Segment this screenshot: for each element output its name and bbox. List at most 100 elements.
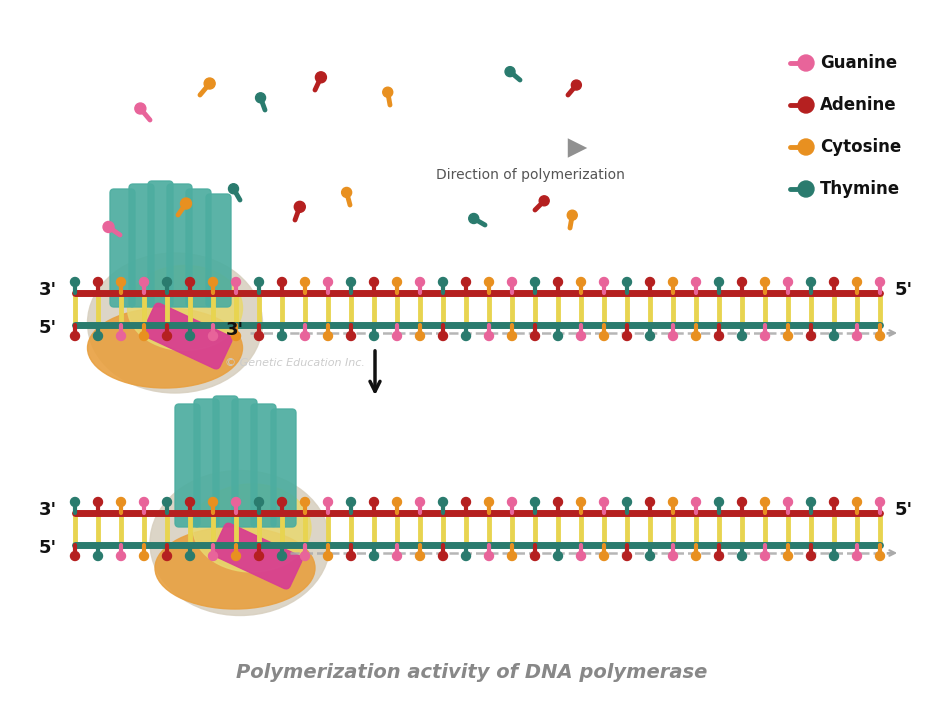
Circle shape — [598, 277, 608, 287]
Circle shape — [278, 498, 286, 506]
Circle shape — [300, 332, 310, 341]
Circle shape — [797, 55, 813, 71]
Circle shape — [829, 332, 837, 341]
Circle shape — [714, 277, 723, 287]
Circle shape — [530, 551, 539, 560]
Text: Cytosine: Cytosine — [819, 138, 901, 156]
Circle shape — [392, 277, 401, 287]
Circle shape — [346, 551, 355, 560]
Circle shape — [71, 332, 79, 341]
Circle shape — [736, 332, 746, 341]
FancyBboxPatch shape — [232, 399, 257, 527]
Circle shape — [135, 103, 145, 114]
Circle shape — [874, 277, 884, 287]
Circle shape — [162, 551, 171, 560]
Circle shape — [566, 210, 577, 220]
Circle shape — [484, 277, 493, 287]
Circle shape — [438, 332, 447, 341]
Circle shape — [209, 551, 217, 560]
FancyBboxPatch shape — [186, 189, 211, 307]
Circle shape — [346, 277, 355, 287]
Circle shape — [254, 498, 263, 506]
Circle shape — [667, 332, 677, 341]
Circle shape — [714, 498, 723, 506]
Circle shape — [622, 277, 631, 287]
Text: Polymerization activity of DNA polymerase: Polymerization activity of DNA polymeras… — [236, 664, 707, 682]
Circle shape — [571, 80, 581, 90]
Circle shape — [300, 498, 310, 506]
Circle shape — [315, 72, 326, 83]
FancyBboxPatch shape — [212, 396, 238, 527]
Circle shape — [576, 332, 585, 341]
Circle shape — [392, 498, 401, 506]
Circle shape — [805, 498, 815, 506]
Text: 3': 3' — [39, 501, 57, 519]
FancyBboxPatch shape — [175, 404, 200, 527]
Circle shape — [369, 277, 379, 287]
Circle shape — [71, 498, 79, 506]
Circle shape — [116, 332, 126, 341]
Circle shape — [185, 332, 194, 341]
Circle shape — [231, 332, 240, 341]
Circle shape — [162, 277, 171, 287]
Text: Guanine: Guanine — [819, 54, 896, 72]
FancyBboxPatch shape — [271, 409, 295, 527]
FancyBboxPatch shape — [110, 189, 135, 307]
Circle shape — [539, 196, 548, 206]
Circle shape — [185, 498, 194, 506]
Circle shape — [760, 277, 768, 287]
Circle shape — [116, 551, 126, 560]
Circle shape — [645, 551, 654, 560]
Ellipse shape — [88, 253, 262, 393]
Circle shape — [667, 498, 677, 506]
Circle shape — [415, 277, 424, 287]
Circle shape — [392, 332, 401, 341]
Circle shape — [874, 332, 884, 341]
Circle shape — [140, 332, 148, 341]
Circle shape — [140, 277, 148, 287]
Circle shape — [93, 332, 102, 341]
Circle shape — [342, 188, 351, 198]
Text: 5': 5' — [894, 281, 912, 299]
Ellipse shape — [88, 308, 243, 388]
Text: © Genetic Education Inc.: © Genetic Education Inc. — [225, 358, 364, 368]
Circle shape — [805, 277, 815, 287]
Circle shape — [797, 181, 813, 197]
Circle shape — [346, 332, 355, 341]
Circle shape — [691, 277, 700, 287]
Circle shape — [116, 498, 126, 506]
Circle shape — [622, 332, 631, 341]
Circle shape — [507, 498, 516, 506]
Text: Direction of polymerization: Direction of polymerization — [435, 168, 624, 182]
Circle shape — [209, 332, 217, 341]
Circle shape — [645, 332, 654, 341]
Circle shape — [93, 498, 102, 506]
Circle shape — [598, 498, 608, 506]
Circle shape — [346, 498, 355, 506]
Circle shape — [415, 498, 424, 506]
Circle shape — [553, 277, 562, 287]
Circle shape — [553, 498, 562, 506]
Circle shape — [598, 551, 608, 560]
Text: Thymine: Thymine — [819, 180, 900, 198]
Text: 5': 5' — [39, 539, 57, 557]
Circle shape — [323, 551, 332, 560]
Circle shape — [507, 551, 516, 560]
Circle shape — [415, 332, 424, 341]
Circle shape — [438, 277, 447, 287]
Circle shape — [691, 498, 700, 506]
FancyBboxPatch shape — [143, 303, 231, 369]
Circle shape — [140, 551, 148, 560]
Circle shape — [382, 87, 393, 97]
Circle shape — [415, 551, 424, 560]
Circle shape — [209, 277, 217, 287]
Circle shape — [162, 498, 171, 506]
Circle shape — [278, 277, 286, 287]
Circle shape — [760, 551, 768, 560]
Circle shape — [805, 551, 815, 560]
Circle shape — [874, 498, 884, 506]
Circle shape — [783, 551, 792, 560]
Circle shape — [645, 277, 654, 287]
Circle shape — [254, 277, 263, 287]
Circle shape — [507, 277, 516, 287]
